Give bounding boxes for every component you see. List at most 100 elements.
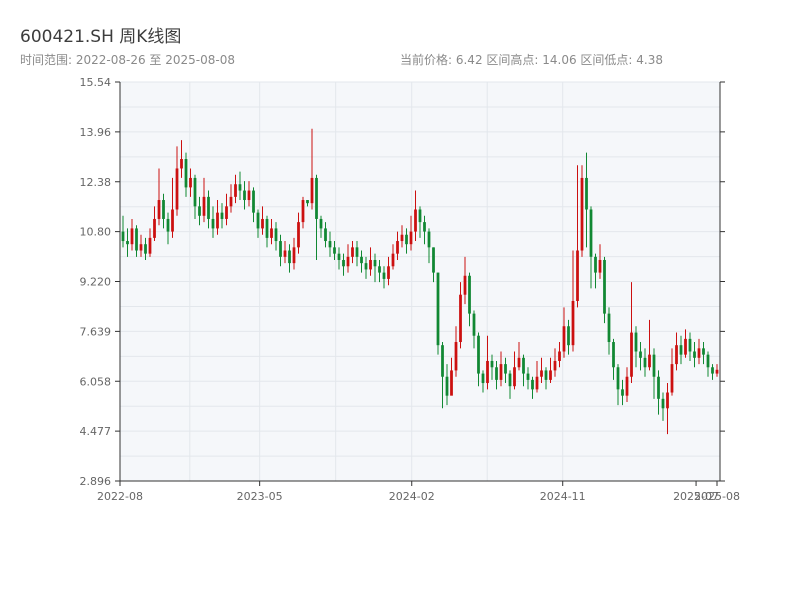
candle-body [711,367,714,374]
candle-body [171,209,174,232]
candle-body [688,338,692,352]
candle-body [387,266,390,279]
candle-body [702,348,705,355]
candle-body [166,218,170,232]
candle-body [378,266,381,273]
candle-body [675,345,678,365]
candle-body [175,168,179,210]
candle-body [652,354,656,377]
candle-body [432,247,435,273]
candle-body [499,364,503,380]
candle-body [216,212,219,229]
candle-body [211,218,215,229]
candle-body [153,218,156,238]
candle-body [229,196,233,207]
candle-body [625,376,629,396]
candle-body [454,342,458,371]
candle-body [697,348,701,358]
candle-body [553,360,557,371]
candle-body [207,196,210,219]
candle-body [301,200,305,223]
candle-body [445,376,449,396]
candle-body [603,259,606,314]
candle-body [135,228,138,251]
candle-body [436,272,440,346]
candle-body [220,212,224,219]
chart-title: 600421.SH 周K线图 [20,27,182,47]
x-tick-label: 2024-02 [389,490,435,503]
candle-body [598,259,602,273]
candle-body [513,367,516,387]
candle-body [139,244,143,251]
candle-body [414,209,417,232]
candle-body [355,247,359,257]
candle-body [540,370,543,377]
candle-body [594,256,597,273]
candle-body [238,184,242,191]
x-tick-label: 2024-11 [540,490,586,503]
candle-body [382,272,386,279]
x-tick-label: 2025-08 [694,490,740,503]
candle-body [337,253,341,260]
y-tick-label: 9.220 [80,276,112,289]
candle-body [558,351,561,361]
candle-body [148,237,152,254]
candle-body [292,247,296,264]
candle-body [526,373,530,380]
candle-body [585,177,588,210]
candle-body [463,275,467,295]
candle-body [643,357,647,368]
candle-body [634,332,638,352]
candle-body [468,275,471,314]
candle-body [504,364,507,374]
candle-body [621,389,624,396]
candle-body [328,241,332,248]
candle-body [162,200,165,219]
candle-body [346,256,350,267]
candle-body [472,313,476,336]
candle-body [612,342,615,368]
candle-body [130,228,134,245]
candle-body [198,206,201,216]
candle-body [373,259,377,267]
candle-body [495,367,498,380]
candle-body [679,345,683,355]
candle-body [639,351,642,358]
candle-body [270,228,273,238]
y-tick-label: 4.477 [80,425,112,438]
y-tick-label: 10.80 [80,226,112,239]
candle-body [661,398,665,409]
candle-body [648,354,651,368]
y-tick-label: 6.058 [80,375,112,388]
candle-body [589,209,593,257]
date-range-subtitle: 时间范围: 2022-08-26 至 2025-08-08 [20,53,235,67]
candle-body [616,367,620,390]
candle-body [283,250,287,257]
candle-body [423,222,426,232]
candle-body [486,360,489,384]
candle-body [459,294,462,343]
candle-body [180,158,183,169]
candle-body [342,259,345,267]
candle-body [607,313,611,343]
candle-body [630,332,633,377]
candle-body [580,177,584,251]
candle-body [256,212,260,229]
y-tick-label: 2.896 [80,475,112,488]
candle-body [706,354,710,368]
candle-body [693,351,696,358]
y-tick-label: 12.38 [80,176,112,189]
candle-body [252,190,255,213]
candle-body [189,177,192,188]
candle-body [490,360,494,368]
candle-body [396,241,399,254]
candle-body [121,231,125,242]
candle-body [261,218,264,229]
candle-body [360,256,363,264]
candle-body [157,200,161,219]
candle-body [517,357,521,368]
candle-body [400,234,404,242]
candle-body [184,158,188,188]
candle-body [319,218,323,229]
